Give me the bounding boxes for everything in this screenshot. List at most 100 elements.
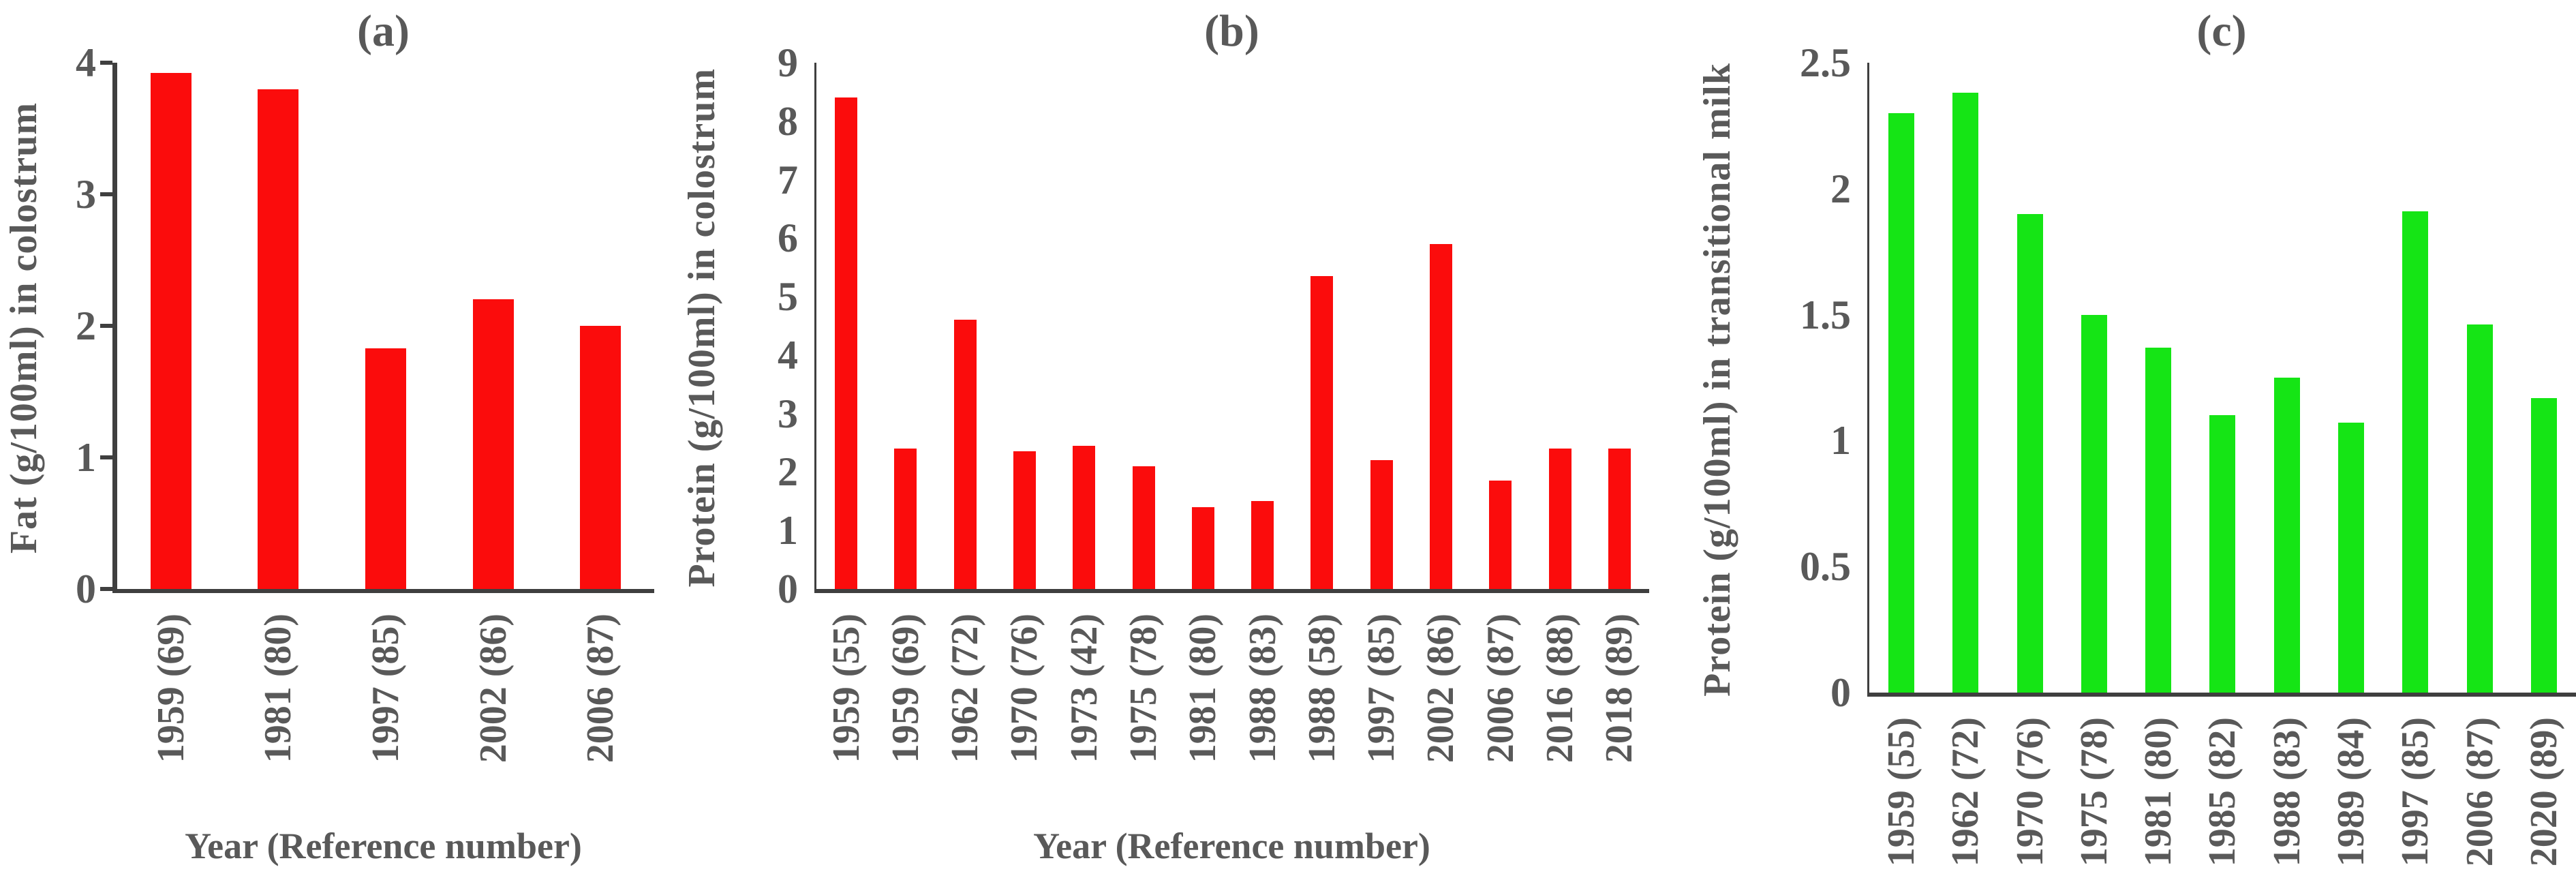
x-tick-cell: 1975 (78) [2062,717,2126,878]
y-axis-title-c: Protein (g/100ml) in transitional milk [1649,63,1785,697]
x-tick-label: 1988 (58) [1300,614,1343,763]
x-tick-label: 1959 (55) [825,614,868,763]
bar [2145,347,2172,693]
x-tick-cell: 1997 (85) [2383,717,2447,878]
x-tick-label: 2020 (89) [2522,716,2565,867]
bar [580,326,622,589]
x-tick-cell: 1959 (69) [117,614,225,819]
x-tick-label: 1997 (85) [364,614,407,763]
y-axis-ticks-a: 0 1 2 3 4 [48,42,112,609]
x-tick-cell: 2002 (86) [440,614,547,819]
y-tick-label: 1 [76,435,96,480]
bar [1429,243,1452,589]
x-tick-label: 1989 (84) [2329,716,2372,867]
bar [1370,460,1393,589]
x-axis-title-a: Year (Reference number) [185,826,582,866]
x-tick-cell: 1959 (69) [876,614,935,819]
bar [2017,213,2043,693]
x-tick-cell: 1997 (85) [1352,614,1411,819]
bar [1489,481,1512,589]
bars-c [1869,63,2576,693]
y-tick-label: 2 [76,303,96,348]
y-tick-label: 2 [778,449,798,495]
x-tick-cell: 1981 (80) [1174,614,1233,819]
x-tick-label: 1997 (85) [2394,716,2437,867]
y-tick-label: 7 [778,157,798,202]
x-tick-label: 1975 (78) [1122,614,1165,763]
y-tick-label: 3 [76,172,96,217]
x-tick-label: 2018 (89) [1598,614,1641,763]
y-tick-label: 2 [1830,166,1851,211]
bar-cell [332,63,440,589]
bar [1548,449,1571,589]
y-axis-title-b: Protein (g/100ml) in colostrum [654,63,750,593]
y-axis-title-text: Protein (g/100ml) in colostrum [681,68,723,588]
x-tick-cell: 2020 (89) [2512,717,2576,878]
x-tick-cell: 2002 (86) [1411,614,1471,819]
y-tick-label: 3 [778,391,798,436]
x-tick-cell: 1989 (84) [2319,717,2383,878]
x-tick-cell: 1970 (76) [1998,717,2062,878]
y-tick-mark [100,455,112,459]
plot-area-c [1867,63,2576,697]
x-tick-label: 1981 (80) [1182,614,1225,763]
x-tick-cell: 1981 (80) [2126,717,2190,878]
y-tick-label: 4 [76,40,96,85]
bar-cell [1933,63,1997,693]
x-tick-cell: 1988 (58) [1292,614,1351,819]
x-tick-cell: 1988 (83) [2255,717,2319,878]
x-tick-label: 2002 (86) [472,614,515,763]
y-axis-title-a: Fat (g/100ml) in colostrum [0,63,48,593]
bar-cell [876,63,935,589]
x-axis-title-b: Year (Reference number) [1033,826,1430,866]
y-tick-label: 6 [778,215,798,261]
y-axis-ticks-c: 0 0.5 1 1.5 2 2.5 [1785,42,1867,713]
bar-cell [1590,63,1649,589]
bar-cell [440,63,547,589]
bar [258,89,299,589]
bar-cell [1998,63,2062,693]
chart-title-c: (c) [2196,6,2247,56]
bar-cell [1114,63,1173,589]
chart-title-a: (a) [357,6,410,56]
bar-cell [2319,63,2383,693]
bar-cell [2126,63,2190,693]
bar-cell [995,63,1054,589]
y-tick-label: 0 [1830,669,1851,715]
bar-cell [1411,63,1471,589]
bar [1132,466,1155,589]
x-tick-cell: 1981 (80) [225,614,333,819]
x-tick-label: 1981 (80) [257,614,300,763]
bar [1073,445,1096,589]
x-tick-cell: 2006 (87) [547,614,654,819]
x-tick-cell: 1962 (72) [1933,717,1997,878]
y-tick-label: 1 [778,508,798,554]
bar [365,348,406,589]
y-tick-mark [100,192,112,196]
y-tick-label: 9 [778,40,798,85]
x-tick-label: 1973 (42) [1062,614,1105,763]
bar-cell [1471,63,1530,589]
y-tick-label: 0.5 [1800,544,1851,590]
y-axis-title-text: Protein (g/100ml) in transitional milk [1696,63,1738,697]
y-axis-ticks-b: 0 1 2 3 4 5 6 7 8 9 [750,42,814,609]
plot-area-a [112,63,654,593]
y-tick-label: 0 [76,566,96,611]
bar [2273,377,2300,693]
x-tick-cell: 1997 (85) [332,614,440,819]
x-tick-label: 1959 (55) [1880,716,1923,867]
x-axis-ticks-a: 1959 (69) 1981 (80) 1997 (85) 2002 (86) 2006… [112,593,654,819]
y-tick-label: 0 [778,566,798,611]
y-tick-label: 1.5 [1800,292,1851,337]
x-tick-label: 1988 (83) [2265,716,2308,867]
bar [1013,451,1036,589]
bar-cell [1174,63,1233,589]
bar [2337,423,2364,693]
bar-cell [936,63,995,589]
bar-cell [2190,63,2254,693]
x-tick-cell: 1959 (55) [816,614,876,819]
x-tick-label: 1985 (82) [2201,716,2244,867]
bar [150,73,191,589]
chart-panel-c: (c) Protein (g/100ml) in transitional mi… [1649,0,2576,878]
bar [1251,501,1274,589]
